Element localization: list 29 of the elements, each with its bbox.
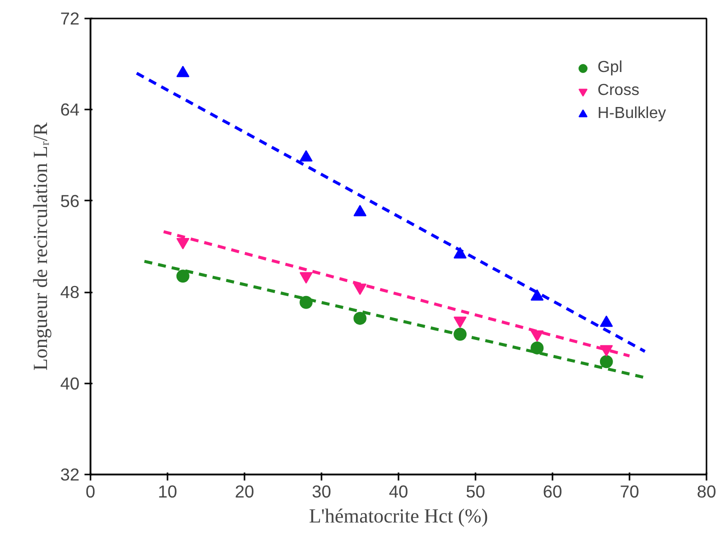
x-tick-label: 0 <box>86 482 96 502</box>
point <box>176 66 190 78</box>
x-tick-label: 70 <box>620 482 640 502</box>
x-tick-label: 80 <box>696 482 716 502</box>
y-tick-label: 64 <box>60 100 80 120</box>
point <box>176 270 190 283</box>
point <box>600 315 613 327</box>
legend-label: H-Bulkley <box>598 105 666 123</box>
y-tick-label: 56 <box>60 190 80 211</box>
legend-label: Gpl <box>598 59 622 77</box>
y-tick-label: 32 <box>60 464 80 484</box>
x-tick-label: 50 <box>466 482 486 502</box>
x-tick-label: 10 <box>158 482 178 502</box>
point <box>600 355 613 368</box>
point <box>354 312 366 325</box>
y-axis-title: Longueur de recirculation Lᵣ/R <box>30 122 52 371</box>
point <box>354 204 366 216</box>
x-tick-label: 30 <box>312 482 332 502</box>
legend-label: Cross <box>598 82 640 100</box>
y-tick-label: 48 <box>60 282 80 302</box>
point <box>300 150 313 162</box>
y-tick-label: 40 <box>60 373 80 394</box>
point <box>530 341 544 354</box>
x-tick-label: 20 <box>234 482 254 502</box>
x-tick-label: 60 <box>542 482 562 502</box>
point <box>530 289 544 301</box>
y-tick-label: 72 <box>60 8 80 28</box>
x-axis-title: L'hématocrite Hct (%) <box>308 506 488 528</box>
x-tick-label: 40 <box>388 482 408 502</box>
